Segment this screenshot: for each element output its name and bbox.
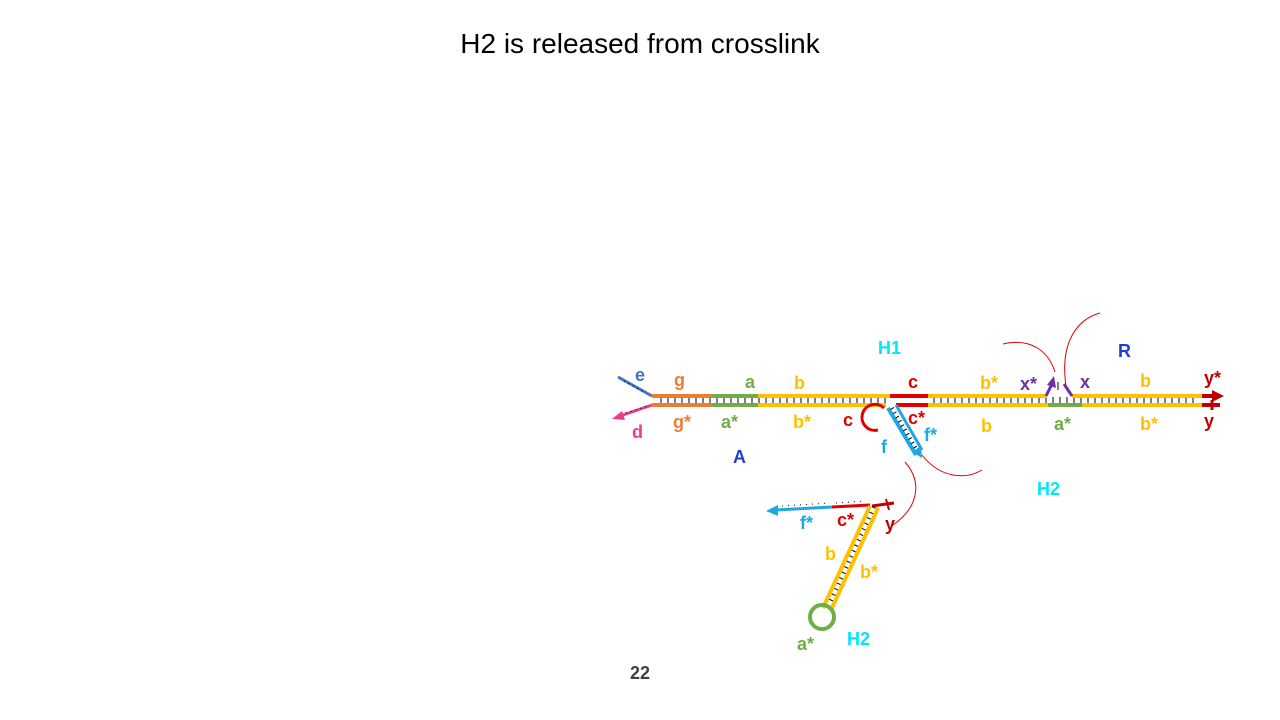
- c-loop: [860, 402, 886, 432]
- label-c-star: c*: [908, 408, 925, 428]
- label-d: d: [632, 422, 643, 442]
- label-b-right-bottom: b: [981, 416, 992, 436]
- label-r: R: [1118, 341, 1131, 361]
- curve-lower-right: [921, 454, 983, 477]
- h2-f-star-ticks: [781, 502, 831, 507]
- strand-x: [1062, 383, 1074, 397]
- h2-hairpin: [766, 498, 895, 631]
- label-f-star: f*: [924, 425, 937, 445]
- h2-stem-b: [821, 505, 872, 609]
- curve-mid-arc: [1002, 342, 1056, 373]
- f-branch-strand-a: [886, 406, 918, 457]
- h2-stem-rungs: [825, 506, 876, 610]
- curve-released: [892, 461, 917, 526]
- f-branch-rungs: [890, 406, 920, 454]
- arrowhead-d: [612, 411, 625, 420]
- slide-title: H2 is released from crosslink: [460, 28, 820, 59]
- label-h2-top: H2: [1037, 479, 1060, 499]
- duplex-rungs-right: [930, 397, 1198, 404]
- arrowhead-f: [912, 446, 922, 458]
- h2-y-end-tick: [885, 498, 890, 511]
- label-h2-b: b: [825, 544, 836, 564]
- label-g-star: g*: [673, 412, 691, 432]
- label-a-star-bottom: a*: [721, 412, 738, 432]
- label-e: e: [635, 365, 645, 385]
- label-b-star-right-top: b*: [980, 373, 998, 393]
- f-branch-strand-b: [894, 404, 924, 451]
- arrowhead-h2-f-star: [766, 505, 778, 516]
- h2-y-strand: [871, 501, 895, 508]
- h2-f-star-strand: [775, 505, 833, 512]
- label-y-star: y*: [1204, 368, 1221, 388]
- label-h2-bottom: H2: [847, 629, 870, 649]
- h2-c-star-ticks: [835, 500, 867, 504]
- label-c-top: c: [908, 372, 918, 392]
- label-b-far-top: b: [1140, 371, 1151, 391]
- label-b-star-far-bottom: b*: [1140, 414, 1158, 434]
- c-loop-branch: [860, 402, 924, 458]
- curve-right-hook: [1064, 312, 1101, 387]
- label-h2-y: y: [885, 514, 895, 534]
- page-number: 22: [629, 663, 651, 683]
- crosslink-curves: [892, 312, 1101, 526]
- diagram-labels: e d g g* a a* b b* c c c* f* f b* b x* x…: [632, 338, 1221, 654]
- label-b-star-bottom: b*: [793, 412, 811, 432]
- label-y: y: [1204, 411, 1214, 431]
- label-h2-a-star: a*: [797, 634, 814, 654]
- label-c-loop: c: [843, 410, 853, 430]
- label-h2-f-star: f*: [800, 513, 813, 533]
- h2-stem-b-star: [829, 507, 880, 611]
- label-h2-c-star: c*: [837, 510, 854, 530]
- h2-loop-a-star: [808, 603, 836, 631]
- arrowhead-y-star: [1212, 390, 1224, 402]
- main-duplex: [612, 375, 1224, 420]
- strand-d: [619, 403, 653, 418]
- x-junction: [1044, 376, 1074, 397]
- duplex-rungs-left: [656, 397, 886, 404]
- strand-e: [617, 375, 653, 398]
- label-g: g: [674, 370, 685, 390]
- label-a-star-right: a*: [1054, 414, 1071, 434]
- label-h2-b-star: b*: [860, 562, 878, 582]
- label-b-top: b: [794, 373, 805, 393]
- label-h1: H1: [878, 338, 901, 358]
- label-x: x: [1080, 372, 1090, 392]
- label-x-star: x*: [1020, 374, 1037, 394]
- strand-e-ticks: [623, 380, 647, 394]
- h2-c-star-strand: [831, 503, 871, 509]
- label-a-top: a: [745, 372, 756, 392]
- label-f: f: [881, 437, 888, 457]
- label-a-strand: A: [733, 447, 746, 467]
- arrowhead-x-star: [1047, 376, 1056, 388]
